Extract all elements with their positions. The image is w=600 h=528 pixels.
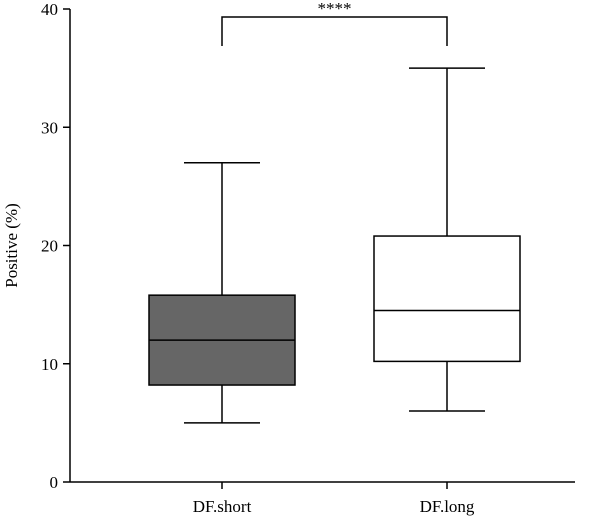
- x-tick-label: DF.long: [420, 497, 475, 516]
- y-tick-label: 20: [41, 237, 58, 256]
- boxes: [148, 67, 521, 424]
- bracket-line: [221, 16, 448, 46]
- y-tick-label: 0: [50, 473, 59, 492]
- x-tick-label: DF.short: [193, 497, 252, 516]
- iqr-box: [373, 235, 521, 363]
- box-DF.short: [148, 161, 296, 424]
- y-axis-title: Positive (%): [2, 203, 21, 288]
- box-DF.long: [373, 67, 521, 412]
- significance-bracket: ****: [221, 0, 448, 46]
- y-tick-label: 40: [41, 0, 58, 19]
- x-axis: DF.short DF.long: [70, 481, 575, 516]
- y-axis: 0 10 20 30 40: [41, 0, 71, 492]
- significance-label: ****: [318, 0, 352, 18]
- y-tick-label: 30: [41, 118, 58, 137]
- annotations: ****: [221, 0, 448, 46]
- y-tick-label: 10: [41, 355, 58, 374]
